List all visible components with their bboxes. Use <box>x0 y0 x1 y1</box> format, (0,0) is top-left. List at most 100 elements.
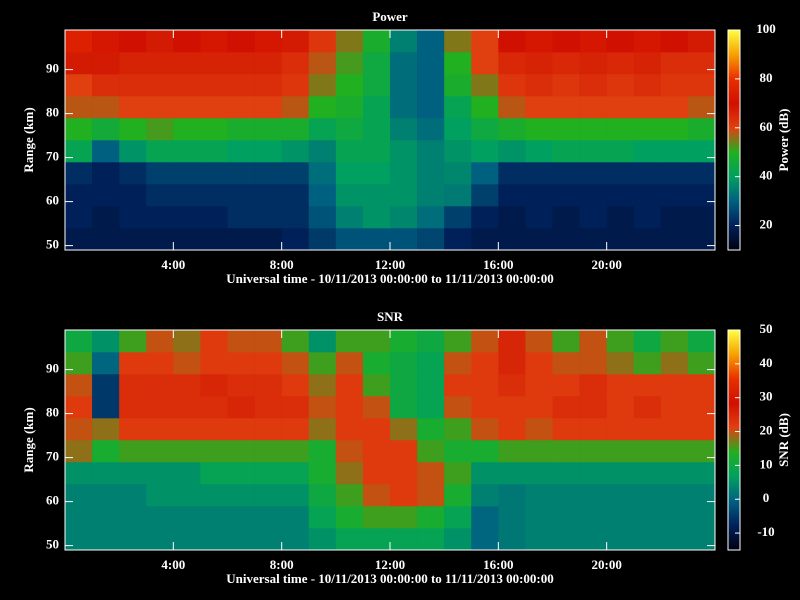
heatmap-cell <box>65 528 93 551</box>
heatmap-cell <box>525 440 553 463</box>
heatmap-cell <box>200 206 228 229</box>
heatmap-cell <box>119 396 147 419</box>
x-tick-label: 16:00 <box>483 257 513 272</box>
heatmap-cell <box>281 30 310 53</box>
heatmap-cell <box>308 52 337 75</box>
heatmap-cell <box>65 206 93 229</box>
heatmap-cell <box>281 96 310 119</box>
heatmap-cell <box>552 462 580 485</box>
heatmap-cell <box>65 184 93 207</box>
heatmap-cell <box>281 162 310 185</box>
heatmap-cell <box>65 506 93 529</box>
heatmap-cell <box>308 506 337 529</box>
heatmap-cell <box>146 418 174 441</box>
heatmap-cell <box>254 140 282 163</box>
heatmap-cell <box>362 206 391 229</box>
heatmap-cell <box>606 74 635 97</box>
heatmap-cell <box>200 184 228 207</box>
heatmap-cell <box>633 52 662 75</box>
heatmap-cell <box>65 30 93 53</box>
heatmap-cell <box>92 206 120 229</box>
heatmap-cell <box>362 352 391 375</box>
heatmap-cell <box>444 228 472 251</box>
heatmap-cell <box>335 228 364 251</box>
heatmap-cell <box>498 96 526 119</box>
heatmap-cell <box>660 440 689 463</box>
heatmap-cell <box>660 506 689 529</box>
heatmap-cell <box>498 528 526 551</box>
y-axis-label: Range (km) <box>21 407 36 472</box>
heatmap-cell <box>579 140 607 163</box>
heatmap-cell <box>444 96 472 119</box>
heatmap-cell <box>65 484 93 507</box>
heatmap-cell <box>227 140 255 163</box>
heatmap-cell <box>92 506 120 529</box>
heatmap-cell <box>92 118 120 141</box>
colorbar-tick-label: 50 <box>760 321 773 336</box>
heatmap-cell <box>633 118 662 141</box>
heatmap-cell <box>606 118 635 141</box>
y-tick-label: 50 <box>46 537 59 552</box>
heatmap-cell <box>444 52 472 75</box>
heatmap-cell <box>606 352 635 375</box>
heatmap-cell <box>308 462 337 485</box>
heatmap-cell <box>335 140 364 163</box>
heatmap-cell <box>525 184 553 207</box>
heatmap-cell <box>552 396 580 419</box>
heatmap-cell <box>335 206 364 229</box>
heatmap-cell <box>146 440 174 463</box>
heatmap-cell <box>92 184 120 207</box>
heatmap-cell <box>444 140 472 163</box>
heatmap-cell <box>200 462 228 485</box>
heatmap-cell <box>471 440 499 463</box>
heatmap-cell <box>417 418 445 441</box>
heatmap-cell <box>660 30 689 53</box>
heatmap-cell <box>335 96 364 119</box>
heatmap-cell <box>308 140 337 163</box>
x-tick-label: 8:00 <box>270 257 294 272</box>
heatmap-cell <box>633 484 662 507</box>
heatmap-cell <box>525 30 553 53</box>
heatmap-cell <box>227 418 255 441</box>
heatmap-cell <box>633 140 662 163</box>
colorbar-tick-label: -10 <box>757 524 774 539</box>
heatmap-cell <box>471 374 499 397</box>
heatmap-cell <box>498 140 526 163</box>
colorbar-tick-label: 40 <box>760 168 773 183</box>
heatmap-cell <box>390 484 418 507</box>
heatmap-cell <box>687 462 716 485</box>
heatmap-cell <box>281 118 310 141</box>
heatmap-cell <box>92 440 120 463</box>
heatmap-cell <box>119 74 147 97</box>
heatmap-cell <box>687 418 716 441</box>
heatmap-cell <box>687 506 716 529</box>
heatmap-cell <box>227 30 255 53</box>
heatmap-cell <box>579 206 607 229</box>
heatmap-cell <box>146 30 174 53</box>
y-axis-label: Range (km) <box>21 107 36 172</box>
heatmap-cell <box>444 418 472 441</box>
heatmap-cell <box>227 206 255 229</box>
heatmap-cell <box>579 418 607 441</box>
heatmap-cell <box>65 96 93 119</box>
heatmap-cell <box>525 140 553 163</box>
heatmap-cell <box>579 96 607 119</box>
heatmap-cell <box>660 374 689 397</box>
x-tick-label: 16:00 <box>483 557 513 572</box>
heatmap-cell <box>444 30 472 53</box>
heatmap-cell <box>92 374 120 397</box>
heatmap-cell <box>119 52 147 75</box>
heatmap-cell <box>687 118 716 141</box>
heatmap-cell <box>417 462 445 485</box>
chart-title: SNR <box>377 309 404 324</box>
heatmap-cell <box>633 206 662 229</box>
heatmap-cell <box>146 140 174 163</box>
heatmap-cell <box>471 96 499 119</box>
heatmap-cell <box>390 140 418 163</box>
heatmap-cell <box>254 484 282 507</box>
heatmap-cell <box>200 528 228 551</box>
heatmap-cell <box>552 184 580 207</box>
heatmap-cell <box>579 184 607 207</box>
heatmap-cell <box>362 74 391 97</box>
heatmap-cell <box>498 484 526 507</box>
